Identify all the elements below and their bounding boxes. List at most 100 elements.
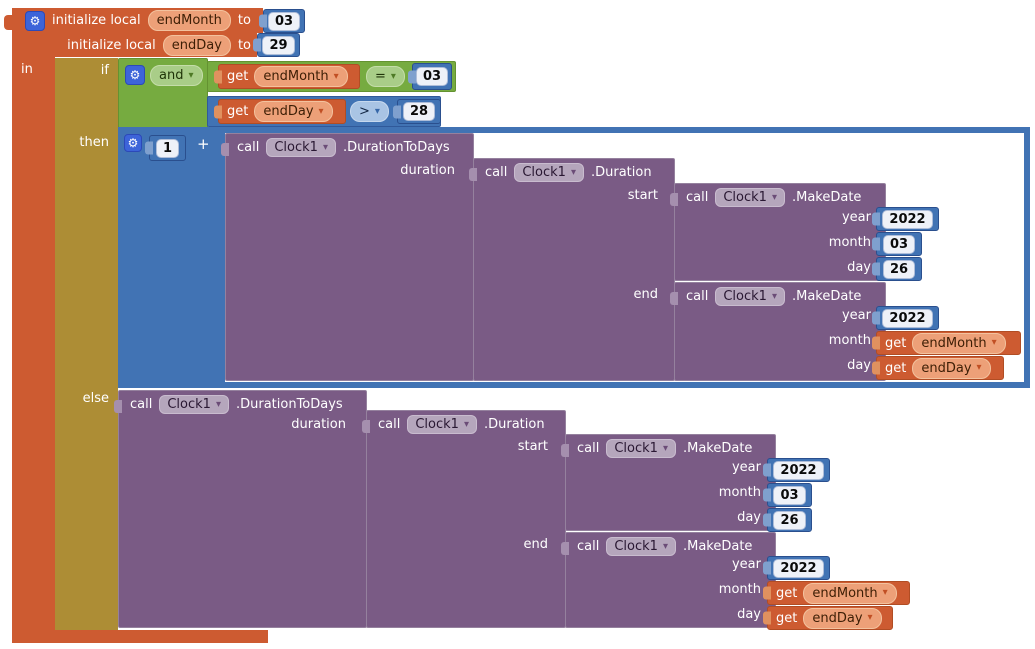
number-block-2022[interactable]: 2022 <box>767 458 830 482</box>
call-makedate-start-block[interactable]: call Clock1 ▾ .MakeDate year month day <box>561 434 776 531</box>
variable-dropdown[interactable]: endDay ▾ <box>912 357 991 379</box>
get-label: get <box>885 360 907 376</box>
call-label: call <box>237 140 260 155</box>
dropdown-arrow-icon: ▾ <box>771 290 777 302</box>
method-label: .Duration <box>590 165 652 180</box>
number-field[interactable]: 28 <box>402 102 436 121</box>
init-local-endday-block[interactable]: initialize local endDay to <box>12 33 257 57</box>
number-field[interactable]: 2022 <box>882 308 933 328</box>
and-block[interactable]: ⚙ and ▾ <box>118 58 208 131</box>
number-block-1[interactable]: 1 <box>149 135 186 161</box>
component-dropdown[interactable]: Clock1 ▾ <box>266 138 336 157</box>
number-block-03[interactable]: 03 <box>412 63 452 90</box>
param-month-label: month <box>828 235 871 250</box>
number-field[interactable]: 2022 <box>773 558 824 578</box>
init-keyword: initialize local <box>52 13 141 28</box>
dropdown-arrow-icon: ▾ <box>570 166 576 178</box>
number-field[interactable]: 03 <box>267 11 301 31</box>
get-endday-block[interactable]: get endDay ▾ <box>876 356 1004 380</box>
to-label: to <box>237 37 251 53</box>
local-var-name-field[interactable]: endMonth <box>147 10 231 31</box>
call-duration-block[interactable]: call Clock1 ▾ .Duration start end <box>469 158 675 381</box>
variable-dropdown[interactable]: endMonth ▾ <box>912 332 1006 354</box>
init-local-endmonth-block[interactable]: ⚙ initialize local endMonth to <box>12 8 263 33</box>
dropdown-arrow-icon: ▾ <box>976 362 982 373</box>
number-block-2022[interactable]: 2022 <box>876 306 939 330</box>
component-dropdown[interactable]: Clock1 ▾ <box>159 395 229 414</box>
variable-dropdown[interactable]: endDay ▾ <box>254 101 333 122</box>
param-day-label: day <box>737 510 761 525</box>
number-block-26[interactable]: 26 <box>876 257 922 281</box>
number-block-26[interactable]: 26 <box>767 508 812 532</box>
then-label: then <box>79 135 109 150</box>
number-block-2022[interactable]: 2022 <box>876 207 939 231</box>
number-block-03[interactable]: 03 <box>263 9 305 33</box>
method-label: .DurationToDays <box>342 140 450 155</box>
param-day-label: day <box>847 358 871 373</box>
call-durationtodays-block[interactable]: call Clock1 ▾ .DurationToDays duration <box>114 390 367 628</box>
number-field[interactable]: 2022 <box>773 460 824 480</box>
greater-operator-dropdown[interactable]: > ▾ <box>350 101 389 122</box>
component-dropdown[interactable]: Clock1 ▾ <box>715 287 785 306</box>
call-label: call <box>130 397 153 412</box>
get-endday-block[interactable]: get endDay ▾ <box>767 606 893 630</box>
init-local-body-column[interactable] <box>12 57 55 643</box>
method-label: .DurationToDays <box>235 397 343 412</box>
number-block-03[interactable]: 03 <box>767 483 812 507</box>
component-dropdown[interactable]: Clock1 ▾ <box>606 537 676 556</box>
gear-icon[interactable]: ⚙ <box>124 134 142 152</box>
number-field[interactable]: 29 <box>262 35 295 55</box>
get-endmonth-block[interactable]: get endMonth ▾ <box>767 581 910 605</box>
variable-dropdown[interactable]: endMonth ▾ <box>254 66 348 87</box>
call-label: call <box>686 289 709 304</box>
dropdown-arrow-icon: ▾ <box>390 70 396 82</box>
method-label: .MakeDate <box>682 539 753 554</box>
local-var-name-field[interactable]: endDay <box>162 34 231 56</box>
number-field[interactable]: 03 <box>773 485 806 505</box>
number-field[interactable]: 26 <box>882 259 916 279</box>
get-label: get <box>776 610 798 626</box>
component-dropdown[interactable]: Clock1 ▾ <box>715 188 785 207</box>
param-duration-label: duration <box>291 417 346 432</box>
plus-block-body[interactable] <box>118 127 225 388</box>
component-dropdown[interactable]: Clock1 ▾ <box>514 163 584 182</box>
number-field[interactable]: 2022 <box>882 209 933 229</box>
number-block-03[interactable]: 03 <box>876 232 922 256</box>
variable-dropdown[interactable]: endMonth ▾ <box>803 582 897 604</box>
get-endmonth-block[interactable]: get endMonth ▾ <box>876 331 1021 355</box>
number-field[interactable]: 03 <box>415 67 449 86</box>
and-operator-dropdown[interactable]: and ▾ <box>150 65 203 86</box>
component-dropdown[interactable]: Clock1 ▾ <box>606 439 676 458</box>
number-field[interactable]: 26 <box>773 510 806 530</box>
param-year-label: year <box>841 210 871 225</box>
number-field[interactable]: 03 <box>882 234 916 254</box>
if-then-else-block[interactable]: if then else <box>55 58 118 630</box>
gear-icon[interactable]: ⚙ <box>125 65 145 85</box>
call-makedate-end-block[interactable]: call Clock1 ▾ .MakeDate year month day <box>561 532 776 628</box>
number-block-28[interactable]: 28 <box>397 99 441 124</box>
param-duration-label: duration <box>400 163 455 178</box>
equals-operator-dropdown[interactable]: = ▾ <box>366 66 405 87</box>
call-label: call <box>485 165 508 180</box>
call-duration-block[interactable]: call Clock1 ▾ .Duration start end <box>362 410 566 628</box>
get-endmonth-block[interactable]: get endMonth ▾ <box>218 64 360 89</box>
call-durationtodays-block[interactable]: call Clock1 ▾ .DurationToDays duration <box>221 133 474 381</box>
get-endday-block[interactable]: get endDay ▾ <box>218 99 346 124</box>
dropdown-arrow-icon: ▾ <box>333 70 339 82</box>
param-start-label: start <box>627 188 658 203</box>
number-block-29[interactable]: 29 <box>257 33 300 57</box>
gear-icon[interactable]: ⚙ <box>25 10 45 31</box>
number-block-2022[interactable]: 2022 <box>767 556 830 580</box>
dropdown-arrow-icon: ▾ <box>662 540 668 552</box>
dropdown-arrow-icon: ▾ <box>463 418 469 430</box>
variable-dropdown[interactable]: endDay ▾ <box>803 607 882 629</box>
call-makedate-start-block[interactable]: call Clock1 ▾ .MakeDate year month day <box>670 183 886 281</box>
get-label: get <box>227 69 249 84</box>
to-label: to <box>237 13 251 28</box>
get-label: get <box>885 335 907 351</box>
number-field[interactable]: 1 <box>155 138 180 158</box>
component-dropdown[interactable]: Clock1 ▾ <box>407 415 477 434</box>
init-local-bottom-bar[interactable] <box>12 630 268 643</box>
call-makedate-end-block[interactable]: call Clock1 ▾ .MakeDate year month day <box>670 282 886 381</box>
